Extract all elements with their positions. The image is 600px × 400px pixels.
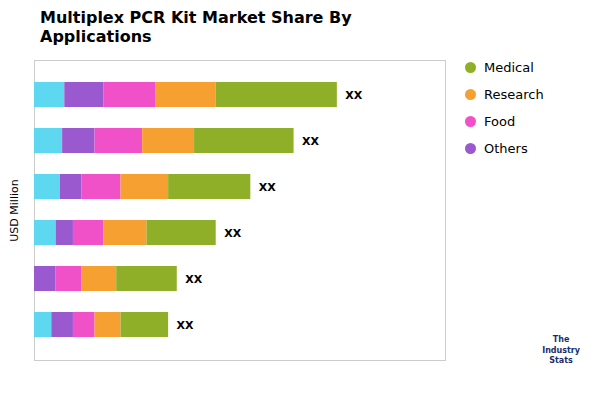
html-text:Food: Food (484, 114, 516, 130)
svg-text:XX: XX (345, 89, 362, 102)
svg-text:XX: XX (185, 273, 202, 286)
html-text:Research: Research (484, 87, 544, 103)
svg-text:XX: XX (302, 135, 319, 148)
html-text:Medical: Medical (484, 60, 534, 76)
html-text:Multiplex PCR Kit Market Share: Multiplex PCR Kit Market Share By Applic… (40, 8, 352, 47)
svg-text:USD Million: USD Million (8, 180, 21, 242)
html-text:The Industry Stats: The Industry Stats (542, 335, 580, 365)
svg-text:XX: XX (177, 319, 194, 332)
html-text:Others: Others (484, 141, 528, 157)
svg-text:XX: XX (224, 227, 241, 240)
svg-text:XX: XX (259, 181, 276, 194)
